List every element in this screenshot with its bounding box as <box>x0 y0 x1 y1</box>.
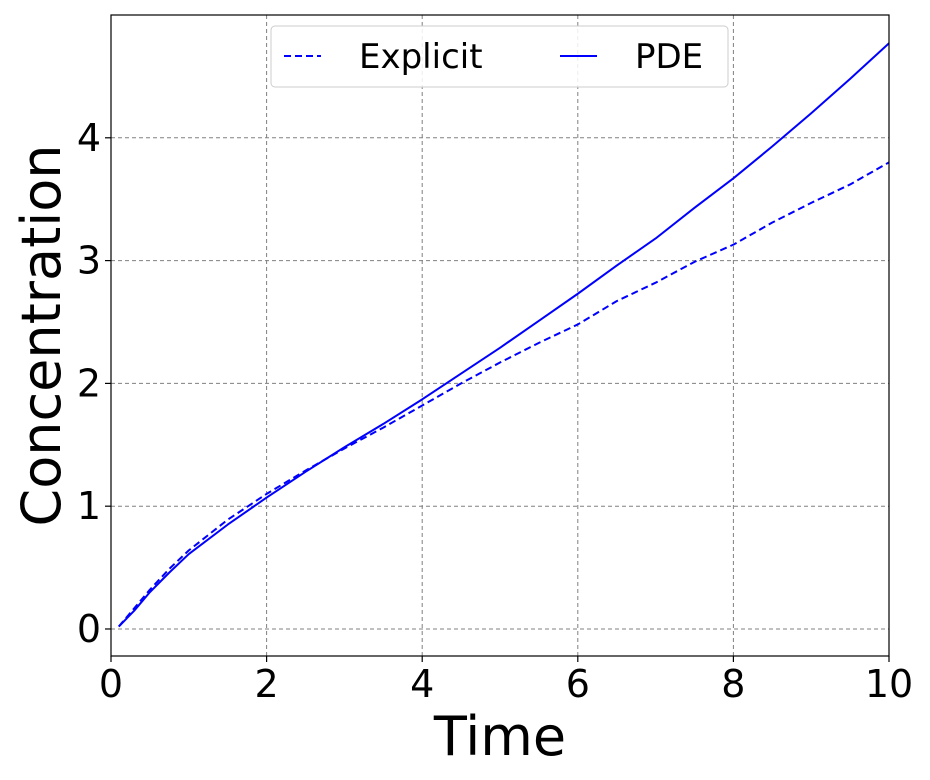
y-tick-label: 3 <box>77 239 101 283</box>
y-tick-label: 1 <box>77 484 101 528</box>
x-tick-label: 0 <box>99 662 123 706</box>
x-tick-label: 4 <box>410 662 434 706</box>
series-line-explicit <box>118 161 890 628</box>
legend-label-pde: PDE <box>635 37 703 77</box>
x-tick-label: 6 <box>566 662 590 706</box>
tick-layer: 0 2 4 6 8 10 0 1 2 3 4 <box>77 116 913 706</box>
y-tick-label: 0 <box>77 607 101 651</box>
legend-box <box>270 25 729 88</box>
legend: Explicit PDE <box>270 25 729 88</box>
legend-label-explicit: Explicit <box>359 37 483 77</box>
x-tick-label: 2 <box>255 662 279 706</box>
x-tick-label: 8 <box>721 662 745 706</box>
series-layer <box>118 42 890 628</box>
x-tick-label: 10 <box>865 662 913 706</box>
plot-area-frame <box>110 14 890 657</box>
series-line-pde <box>118 42 890 628</box>
y-axis-title: Concentration <box>10 144 73 526</box>
y-tick-label: 4 <box>77 116 101 160</box>
y-tick-label: 2 <box>77 361 101 405</box>
grid-layer <box>110 15 890 656</box>
x-axis-title: Time <box>433 705 566 768</box>
